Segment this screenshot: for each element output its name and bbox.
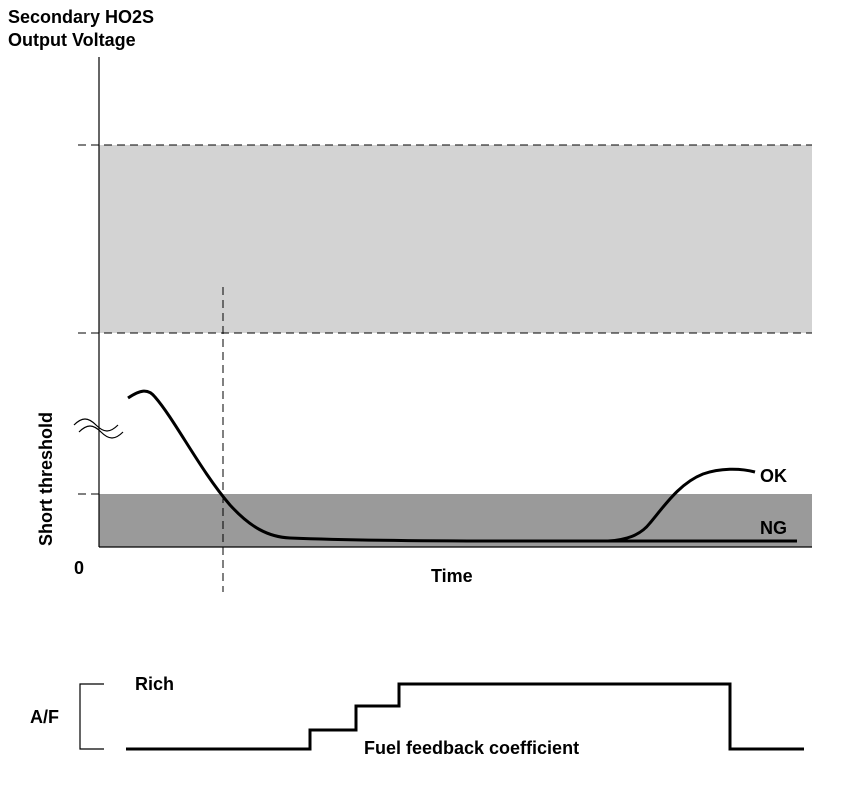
ng-label: NG: [760, 518, 787, 538]
short-threshold-band: [99, 494, 812, 547]
axis-break-icon: [73, 418, 119, 432]
axis-break-icon-lower: [78, 425, 124, 439]
upper-shaded-band: [99, 145, 812, 333]
ok-label: OK: [760, 466, 787, 486]
short-threshold-label: Short threshold: [36, 412, 56, 546]
af-bracket: [79, 683, 104, 750]
rich-label: Rich: [135, 674, 174, 694]
fuel-feedback-step-line: [126, 682, 804, 751]
origin-label: 0: [74, 558, 84, 578]
fuel-feedback-label: Fuel feedback coefficient: [364, 738, 579, 758]
af-axis-label: A/F: [30, 707, 59, 727]
y-axis-title-line1: Secondary HO2S: [8, 7, 154, 27]
y-axis-title-line2: Output Voltage: [8, 30, 136, 50]
ok-curve: [607, 467, 756, 543]
x-axis-label: Time: [431, 566, 473, 586]
